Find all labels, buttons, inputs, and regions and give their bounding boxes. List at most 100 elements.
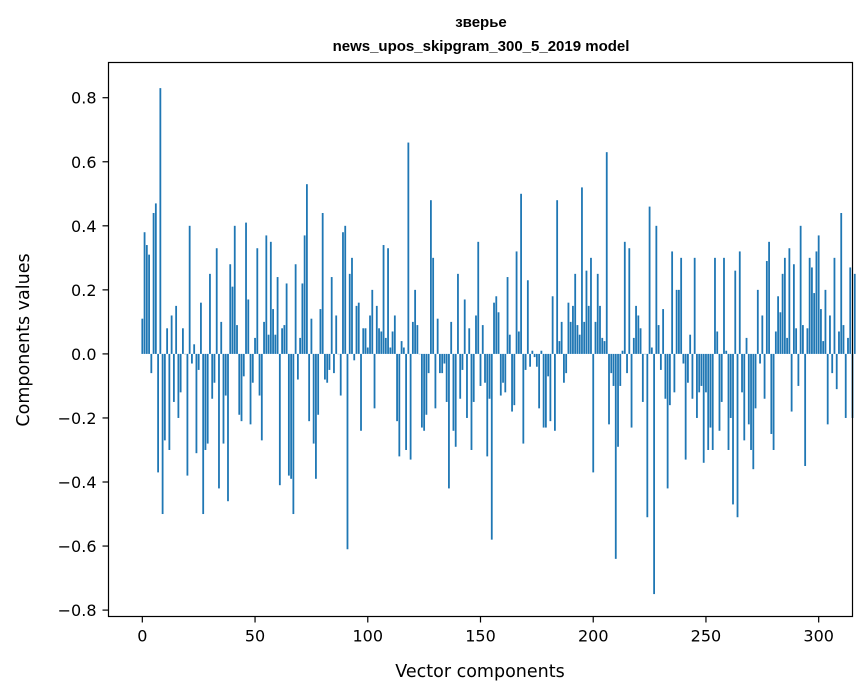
bar [238, 353, 241, 415]
bar [853, 273, 856, 354]
bar [833, 257, 836, 354]
bar [829, 315, 831, 354]
bar [231, 286, 234, 354]
bar [168, 353, 171, 450]
bar [705, 353, 707, 393]
bar [344, 225, 347, 354]
bar [824, 289, 827, 354]
bar [224, 353, 227, 396]
bar [687, 353, 689, 383]
bar [233, 225, 236, 354]
bar [822, 341, 825, 354]
bar [283, 325, 286, 354]
bar [727, 353, 730, 450]
bar [781, 273, 784, 354]
bar [294, 264, 297, 354]
bar [393, 315, 396, 354]
bar [738, 251, 741, 354]
bar [700, 353, 703, 386]
bar [765, 261, 768, 354]
bar [594, 321, 597, 354]
bar [326, 353, 329, 383]
y-axis-label: Components values [14, 253, 34, 426]
bar [398, 353, 401, 457]
bar [531, 350, 534, 354]
bar [619, 353, 622, 386]
bar [608, 353, 610, 425]
bar [551, 296, 554, 354]
bar [319, 309, 322, 354]
bar [614, 353, 617, 559]
bar [838, 331, 840, 354]
bar [675, 289, 678, 354]
bar [427, 353, 430, 374]
bar [662, 309, 665, 354]
bar [240, 353, 243, 422]
bar [182, 328, 184, 354]
bar [720, 353, 723, 402]
bar [508, 334, 511, 354]
bar [734, 270, 737, 354]
bar [405, 353, 407, 450]
bar [761, 315, 764, 354]
bar [741, 353, 743, 393]
bar [535, 353, 538, 367]
bar [842, 325, 845, 354]
bar [420, 353, 423, 428]
bar [411, 321, 414, 354]
bar [668, 353, 671, 406]
bar [815, 251, 818, 354]
bar [488, 353, 491, 399]
bar [267, 334, 270, 354]
bar [479, 353, 482, 386]
bar [310, 318, 313, 354]
bar [315, 353, 317, 479]
bar [355, 305, 358, 354]
bar [249, 353, 252, 425]
bar [806, 328, 809, 354]
bar [569, 321, 572, 354]
bar [752, 353, 755, 470]
y-axis-ticks: −0.8 −0.6 −0.4 −0.2 0.0 0.2 0.4 0.6 0.8 [58, 89, 109, 620]
bar [278, 353, 281, 486]
bar [209, 273, 211, 354]
bar [847, 337, 849, 354]
bar [484, 353, 486, 383]
bar [578, 334, 581, 354]
bar [213, 353, 216, 383]
bar [723, 257, 725, 354]
bar [802, 325, 804, 354]
bar [301, 283, 304, 354]
bar [407, 142, 410, 354]
bar [384, 337, 387, 354]
bar [211, 353, 214, 399]
bar [265, 235, 268, 354]
bar [306, 184, 308, 354]
bar [529, 353, 531, 367]
bar [635, 305, 637, 354]
bar [163, 353, 166, 441]
x-tick-label: 200 [578, 627, 609, 646]
bar [786, 337, 789, 354]
bar [366, 347, 369, 354]
bar [481, 325, 484, 354]
bar [795, 328, 798, 354]
bar [554, 353, 556, 431]
bar [290, 353, 293, 479]
bar [339, 353, 342, 396]
bar [486, 353, 489, 457]
bar [808, 257, 811, 354]
y-tick-label: 0.8 [71, 89, 96, 108]
bar [475, 315, 477, 354]
bar [797, 353, 800, 386]
bar [434, 353, 437, 409]
bar [511, 353, 513, 412]
bar [750, 353, 752, 450]
bar [229, 264, 232, 354]
bar [565, 353, 568, 374]
bar [191, 353, 193, 364]
bar [357, 302, 360, 354]
bar [680, 257, 683, 354]
bar [145, 245, 148, 354]
bar [777, 296, 779, 354]
